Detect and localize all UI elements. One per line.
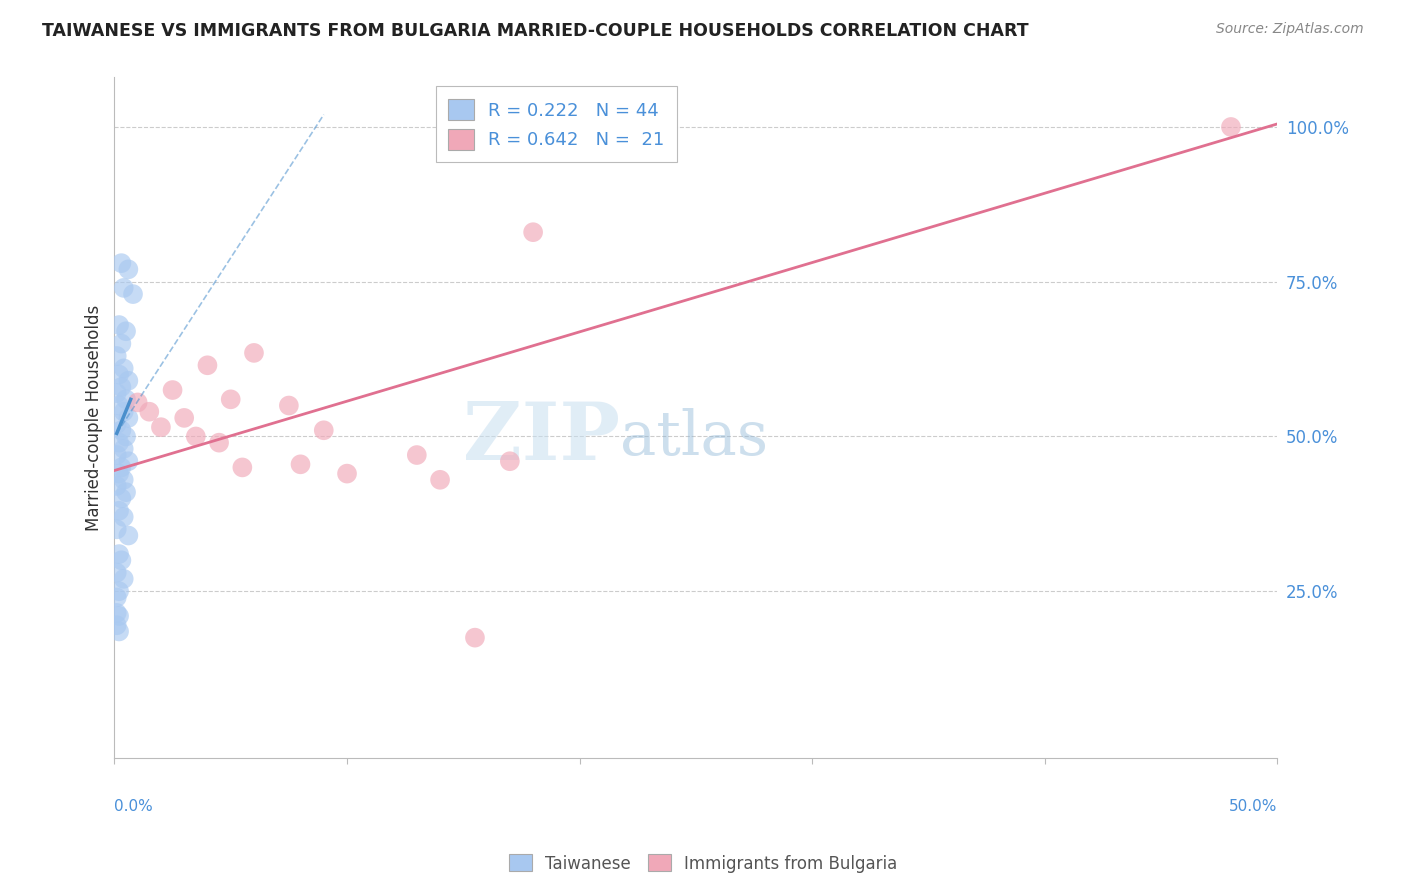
Point xyxy=(108,368,131,382)
Point xyxy=(110,256,132,270)
Point xyxy=(110,336,132,351)
Point xyxy=(105,386,128,401)
Point xyxy=(108,547,131,561)
Point xyxy=(405,448,427,462)
Point xyxy=(108,584,131,599)
Point xyxy=(117,374,139,388)
Point xyxy=(127,395,149,409)
Point xyxy=(108,435,131,450)
Point xyxy=(105,349,128,363)
Point xyxy=(162,383,184,397)
Point xyxy=(184,429,207,443)
Point xyxy=(105,591,128,605)
Text: Source: ZipAtlas.com: Source: ZipAtlas.com xyxy=(1216,22,1364,37)
Point xyxy=(115,324,138,338)
Point xyxy=(243,346,266,360)
Point xyxy=(277,399,299,413)
Y-axis label: Married-couple Households: Married-couple Households xyxy=(86,305,103,531)
Point xyxy=(112,281,135,295)
Point xyxy=(429,473,451,487)
Point xyxy=(499,454,522,468)
Point xyxy=(108,467,131,481)
Point xyxy=(105,479,128,493)
Point xyxy=(117,454,139,468)
Point xyxy=(117,410,139,425)
Point xyxy=(110,491,132,506)
Point xyxy=(108,399,131,413)
Legend: Taiwanese, Immigrants from Bulgaria: Taiwanese, Immigrants from Bulgaria xyxy=(502,847,904,880)
Point xyxy=(108,318,131,332)
Point xyxy=(197,359,219,373)
Point xyxy=(208,435,231,450)
Point xyxy=(112,442,135,456)
Point xyxy=(312,423,335,437)
Point xyxy=(117,528,139,542)
Point xyxy=(115,429,138,443)
Point xyxy=(138,405,160,419)
Text: atlas: atlas xyxy=(620,409,769,468)
Point xyxy=(219,392,242,407)
Point xyxy=(231,460,253,475)
Point xyxy=(173,410,195,425)
Point xyxy=(464,631,486,645)
Point xyxy=(108,624,131,639)
Point xyxy=(290,458,312,472)
Point xyxy=(110,423,132,437)
Point xyxy=(105,566,128,580)
Point xyxy=(110,553,132,567)
Point xyxy=(115,485,138,500)
Point xyxy=(336,467,359,481)
Text: 0.0%: 0.0% xyxy=(114,799,153,814)
Point xyxy=(108,504,131,518)
Point xyxy=(105,417,128,431)
Text: 50.0%: 50.0% xyxy=(1229,799,1278,814)
Point xyxy=(112,473,135,487)
Point xyxy=(105,448,128,462)
Point xyxy=(110,460,132,475)
Point xyxy=(149,420,172,434)
Point xyxy=(112,405,135,419)
Point xyxy=(1220,120,1243,134)
Point xyxy=(115,392,138,407)
Point xyxy=(112,361,135,376)
Text: ZIP: ZIP xyxy=(464,400,620,477)
Point xyxy=(105,618,128,632)
Point xyxy=(112,510,135,524)
Point xyxy=(110,380,132,394)
Point xyxy=(105,606,128,620)
Point xyxy=(112,572,135,586)
Legend: R = 0.222   N = 44, R = 0.642   N =  21: R = 0.222 N = 44, R = 0.642 N = 21 xyxy=(436,87,678,162)
Point xyxy=(522,225,544,239)
Text: TAIWANESE VS IMMIGRANTS FROM BULGARIA MARRIED-COUPLE HOUSEHOLDS CORRELATION CHAR: TAIWANESE VS IMMIGRANTS FROM BULGARIA MA… xyxy=(42,22,1029,40)
Point xyxy=(117,262,139,277)
Point xyxy=(108,609,131,624)
Point xyxy=(122,287,145,301)
Point xyxy=(105,522,128,536)
